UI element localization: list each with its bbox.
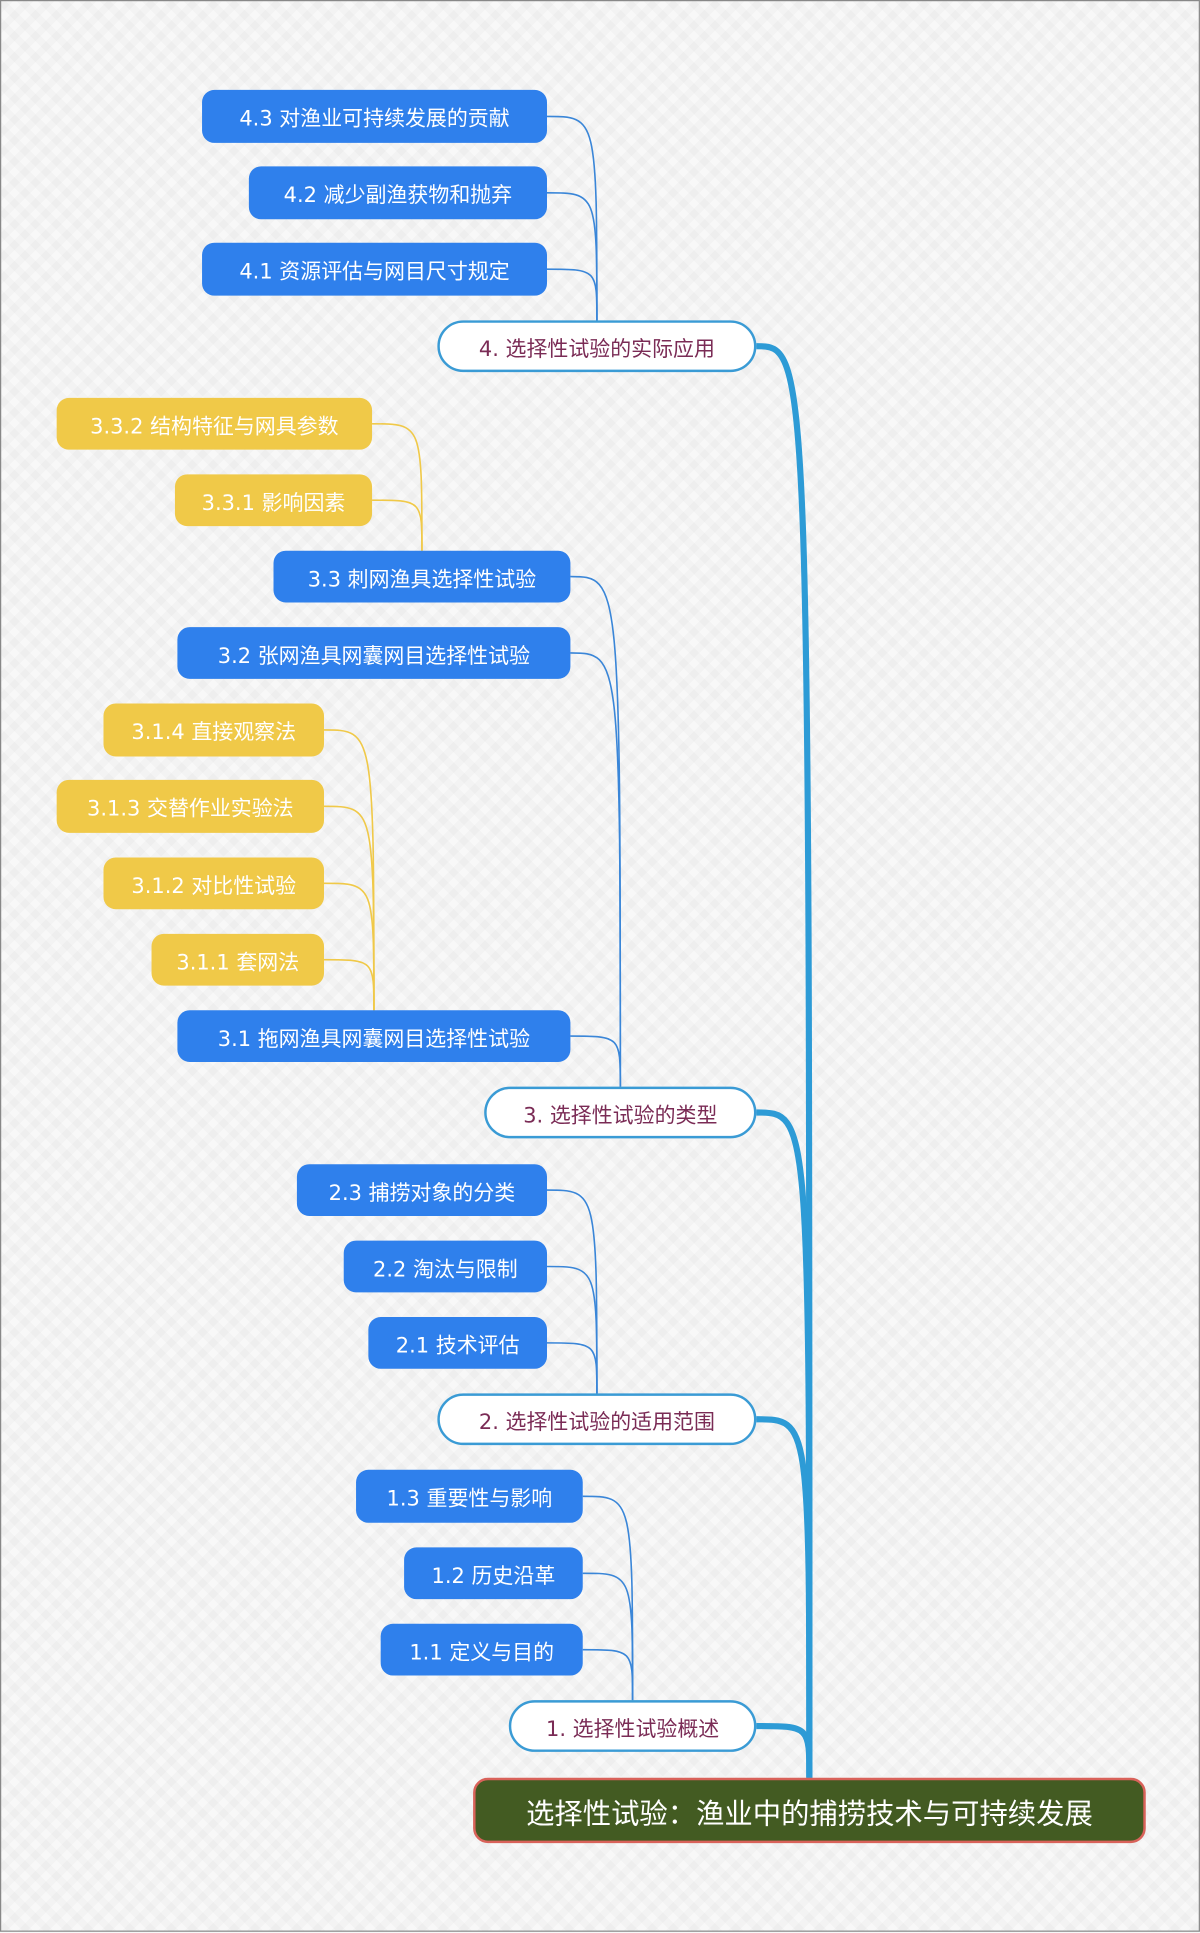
connector-line <box>582 1572 634 1701</box>
topic-label: 3.2 张网渔具网囊网目选择性试验 <box>217 643 531 669</box>
subtopic-node[interactable]: 4.3 对渔业可持续发展的贡献 <box>202 89 548 143</box>
branch-topic[interactable]: 4. 选择性试验的实际应用 <box>437 320 757 373</box>
subtopic-node[interactable]: 2.3 捕捞对象的分类 <box>296 1164 548 1216</box>
subtopic-node[interactable]: 1.3 重要性与影响 <box>356 1469 583 1523</box>
subtopic-node[interactable]: 2.1 技术评估 <box>368 1317 548 1369</box>
connector-line <box>582 1495 634 1701</box>
connector-line <box>756 343 813 1778</box>
topic-label: 3.3.2 结构特征与网具参数 <box>90 414 339 440</box>
topic-label: 选择性试验：渔业中的捕捞技术与可持续发展 <box>526 1798 1093 1831</box>
topic-label: 2.1 技术评估 <box>395 1333 520 1359</box>
connector-line <box>547 268 598 321</box>
connector-line <box>324 729 375 1011</box>
subtopic-node[interactable]: 3.3 刺网渔具选择性试验 <box>273 550 571 603</box>
topic-label: 4.3 对渔业可持续发展的贡献 <box>239 107 510 132</box>
connector-line <box>547 115 598 321</box>
topic-label: 4.2 减少副渔获物和抛弃 <box>283 183 513 209</box>
connector-line <box>324 958 375 1011</box>
topic-label: 3.3.1 影响因素 <box>201 490 346 516</box>
topic-label: 2.2 淘汰与限制 <box>373 1257 518 1282</box>
connector-line <box>547 1265 598 1394</box>
topic-label: 2.3 捕捞对象的分类 <box>328 1180 516 1206</box>
subtopic-node[interactable]: 4.2 减少副渔获物和抛弃 <box>248 166 548 220</box>
subtopic-node[interactable]: 2.2 淘汰与限制 <box>343 1240 548 1293</box>
subtopic-node[interactable]: 3.1.4 直接观察法 <box>103 703 325 757</box>
topic-label: 3.1.4 直接观察法 <box>131 720 297 746</box>
subtopic-node[interactable]: 3.2 张网渔具网囊网目选择性试验 <box>177 627 571 679</box>
topic-label: 3.1 拖网渔具网囊网目选择性试验 <box>217 1026 531 1052</box>
connector-line <box>570 652 622 1087</box>
subtopic-node[interactable]: 3.1.3 交替作业实验法 <box>56 779 325 833</box>
subtopic-node[interactable]: 3.1.2 对比性试验 <box>103 857 325 910</box>
connector-line <box>756 1722 813 1778</box>
topic-label: 4.1 资源评估与网目尺寸规定 <box>239 259 510 285</box>
connector-line <box>582 1648 634 1701</box>
connector-line <box>372 499 423 551</box>
topic-label: 1.2 历史沿革 <box>431 1564 556 1589</box>
connector-line <box>547 1189 598 1394</box>
topic-label: 3.1.3 交替作业实验法 <box>87 797 294 822</box>
connector-line <box>570 1035 622 1087</box>
connector-line <box>324 882 375 1011</box>
branch-topic[interactable]: 2. 选择性试验的适用范围 <box>437 1393 757 1446</box>
topic-label: 3. 选择性试验的类型 <box>523 1103 718 1128</box>
subtopic-node[interactable]: 1.2 历史沿革 <box>404 1547 583 1600</box>
topic-label: 3.1.1 套网法 <box>176 950 300 976</box>
subtopic-node[interactable]: 4.1 资源评估与网目尺寸规定 <box>202 242 548 296</box>
subtopic-node[interactable]: 3.1 拖网渔具网囊网目选择性试验 <box>177 1010 571 1062</box>
subtopic-node[interactable]: 3.3.2 结构特征与网具参数 <box>56 397 373 450</box>
topic-label: 3.1.2 对比性试验 <box>131 874 297 899</box>
connector-line <box>372 423 423 551</box>
topic-label: 1. 选择性试验概述 <box>546 1716 720 1742</box>
subtopic-node[interactable]: 3.1.1 套网法 <box>151 933 325 986</box>
connector-line <box>547 192 598 321</box>
topic-label: 3.3 刺网渔具选择性试验 <box>307 567 537 592</box>
topic-label: 1.1 定义与目的 <box>409 1640 555 1666</box>
branch-topic[interactable]: 1. 选择性试验概述 <box>508 1700 757 1752</box>
topic-label: 4. 选择性试验的实际应用 <box>478 336 715 362</box>
connector-line <box>547 1342 598 1394</box>
connector-line <box>570 575 622 1087</box>
branch-topic[interactable]: 3. 选择性试验的类型 <box>484 1086 757 1139</box>
topic-label: 1.3 重要性与影响 <box>386 1487 553 1512</box>
root-topic[interactable]: 选择性试验：渔业中的捕捞技术与可持续发展 <box>473 1777 1146 1844</box>
connector-line <box>324 805 375 1011</box>
subtopic-node[interactable]: 3.3.1 影响因素 <box>174 474 373 527</box>
subtopic-node[interactable]: 1.1 定义与目的 <box>380 1623 583 1676</box>
topic-label: 2. 选择性试验的适用范围 <box>478 1410 715 1435</box>
